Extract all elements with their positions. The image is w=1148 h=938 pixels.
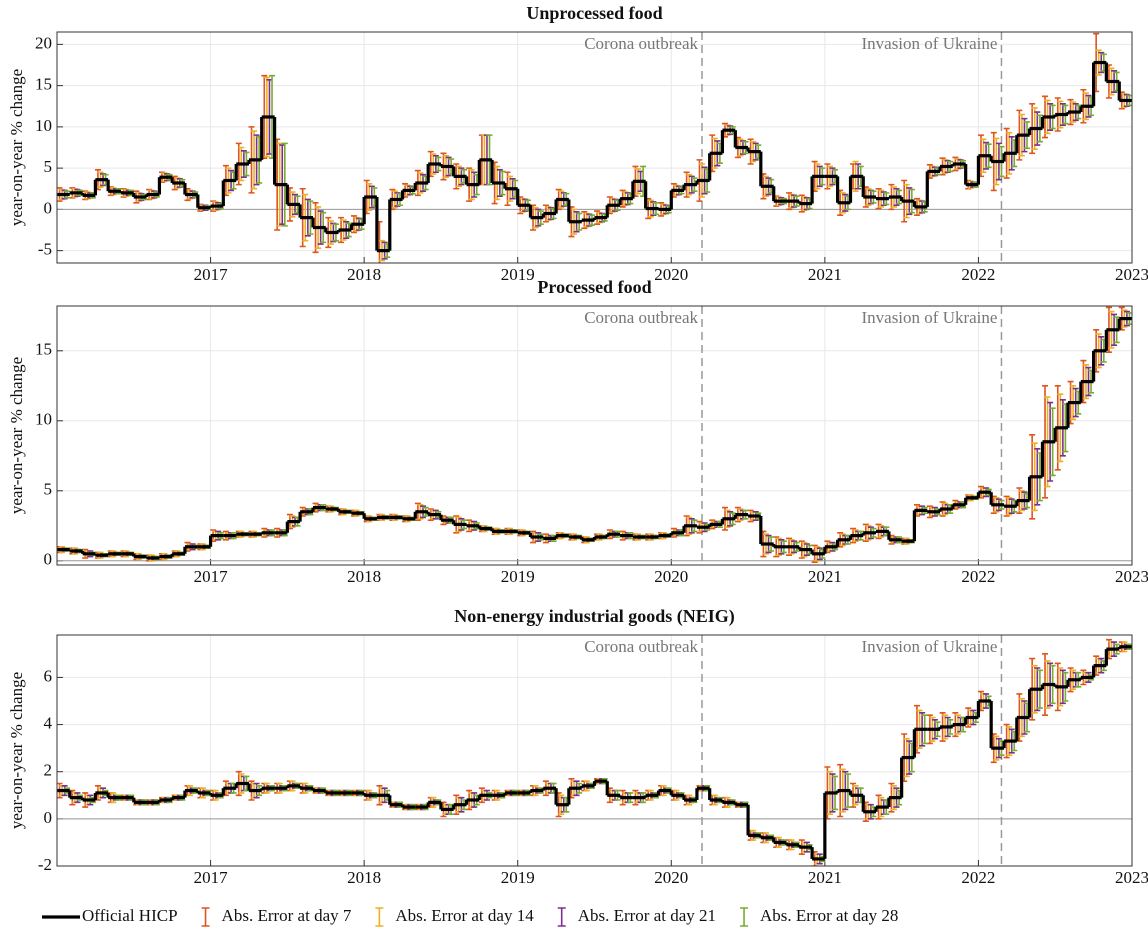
x-tick-label: 2019 [501,868,535,887]
legend-label: Official HICP [82,906,178,925]
chart-title: Non-energy industrial goods (NEIG) [454,606,735,627]
y-tick-label: 4 [44,713,53,732]
y-tick-label: 20 [35,33,52,52]
x-tick-label: 2018 [347,567,381,586]
y-tick-label: 10 [35,116,52,135]
x-tick-label: 2022 [961,868,995,887]
y-tick-label: 2 [44,761,53,780]
x-tick-label: 2019 [501,265,535,284]
x-tick-label: 2019 [501,567,535,586]
x-tick-label: 2023 [1115,265,1148,284]
plot-area [57,306,1132,563]
event-label: Corona outbreak [584,34,698,53]
y-tick-label: 15 [35,340,52,359]
x-tick-label: 2023 [1115,567,1148,586]
plot-area [57,32,1132,263]
plot-frame [56,305,1133,566]
x-tick-label: 2017 [194,868,229,887]
y-tick-label: 0 [44,808,53,827]
y-tick-label: 6 [44,666,53,685]
y-tick-label: 0 [44,198,53,217]
chart-title: Processed food [537,277,651,297]
chart-title: Unprocessed food [526,3,662,23]
y-axis-label: year-on-year % change [7,69,26,226]
y-tick-label: 5 [44,157,53,176]
x-tick-label: 2017 [194,265,229,284]
x-tick-label: 2020 [654,567,688,586]
x-tick-label: 2017 [194,567,229,586]
x-tick-label: 2020 [654,265,688,284]
plot-frame [56,31,1133,264]
x-tick-label: 2018 [347,868,381,887]
x-tick-label: 2021 [808,567,842,586]
x-tick-label: 2021 [808,265,842,284]
x-tick-label: 2021 [808,868,842,887]
y-tick-label: 10 [35,410,52,429]
plot-area [57,638,1132,866]
event-label: Corona outbreak [584,308,698,327]
y-axis-label: year-on-year % change [7,672,26,829]
event-label: Invasion of Ukraine [861,34,997,53]
legend-label: Abs. Error at day 7 [222,906,352,925]
x-tick-label: 2022 [961,567,995,586]
event-label: Invasion of Ukraine [861,637,997,656]
y-axis-label: year-on-year % change [7,357,26,514]
x-tick-label: 2023 [1115,868,1148,887]
plot-frame [56,634,1133,867]
y-tick-label: -5 [38,240,52,259]
x-tick-label: 2020 [654,868,688,887]
legend-label: Abs. Error at day 14 [395,906,534,925]
event-label: Invasion of Ukraine [861,308,997,327]
legend-swatch [557,907,566,927]
y-tick-label: 15 [35,75,52,94]
x-tick-label: 2018 [347,265,381,284]
legend-swatch [201,907,210,927]
y-tick-label: -2 [38,855,52,874]
legend-swatch [740,907,749,927]
event-label: Corona outbreak [584,637,698,656]
y-tick-label: 5 [44,480,53,499]
legend-swatch [375,907,384,927]
legend-label: Abs. Error at day 28 [760,906,898,925]
y-tick-label: 0 [44,550,53,569]
legend-label: Abs. Error at day 21 [578,906,716,925]
x-tick-label: 2022 [961,265,995,284]
